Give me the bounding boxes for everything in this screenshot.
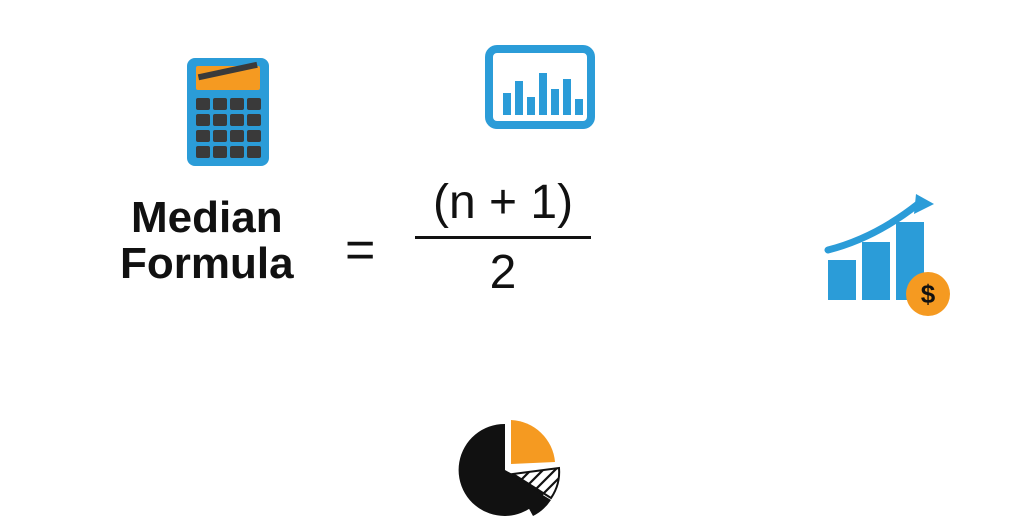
growth-chart-icon: $ — [820, 190, 960, 325]
fraction: (n + 1) 2 — [415, 175, 591, 300]
formula-title: Median Formula — [120, 195, 294, 287]
title-line-1: Median — [120, 195, 294, 241]
fraction-numerator: (n + 1) — [415, 175, 591, 236]
equals-sign: = — [345, 220, 375, 280]
svg-text:$: $ — [921, 279, 936, 309]
title-line-2: Formula — [120, 241, 294, 287]
bar-chart-window-icon — [485, 45, 595, 135]
fraction-denominator: 2 — [415, 239, 591, 300]
calculator-icon — [185, 50, 271, 173]
pie-chart-icon — [455, 420, 565, 525]
